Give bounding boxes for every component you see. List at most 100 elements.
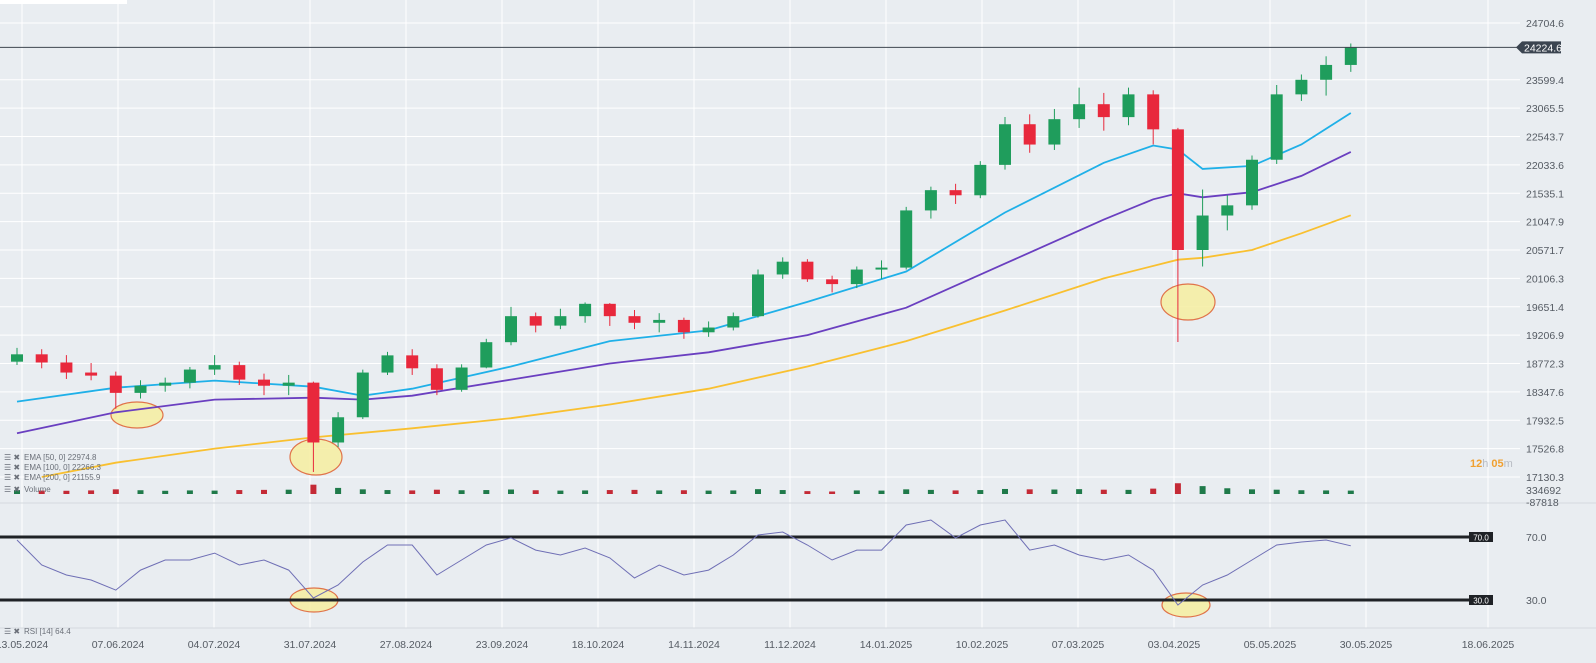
volume-bar [1026, 489, 1033, 494]
candle-up [924, 190, 937, 211]
price-axis-label: 23065.5 [1526, 103, 1564, 115]
date-axis-label: 18.06.2025 [1462, 639, 1515, 651]
volume-bar [1347, 490, 1354, 494]
volume-bar [853, 490, 860, 494]
volume-bar [1100, 489, 1107, 494]
candle-up [974, 164, 987, 196]
volume-bar [755, 489, 761, 494]
volume-bar [878, 490, 885, 494]
countdown-h: h [1482, 458, 1488, 470]
candle-up [900, 210, 913, 268]
legend-icons: ☰ ✖ [4, 453, 20, 462]
date-axis-label: 04.07.2024 [188, 639, 241, 651]
volume-bar [186, 490, 193, 494]
volume-bar [1125, 489, 1132, 494]
volume-bar [433, 489, 440, 494]
candle-down [85, 372, 98, 376]
legend-volume: Volume [24, 485, 51, 494]
candle-up [356, 372, 369, 418]
candle-up [1073, 104, 1086, 120]
volume-bar [14, 490, 20, 494]
highlight-ellipse [289, 438, 343, 476]
highlight-ellipse [110, 401, 164, 429]
candle-up [999, 124, 1011, 165]
volume-bars [14, 483, 1354, 494]
price-axis-label: 24704.6 [1526, 18, 1564, 30]
candle-up [1320, 64, 1333, 80]
volume-bar [952, 490, 959, 494]
candle-down [258, 379, 270, 386]
candle-down [603, 303, 616, 317]
candle-down [1171, 129, 1184, 250]
candle-down [529, 316, 542, 326]
date-axis-label: 23.09.2024 [476, 639, 529, 651]
volume-bar [261, 489, 267, 494]
grid [0, 0, 1596, 629]
countdown-timer: 12h 05m [1470, 458, 1513, 470]
volume-bar [137, 490, 144, 494]
date-axis-label: 18.10.2024 [572, 639, 625, 651]
candle-up [208, 365, 221, 370]
volume-bar [1273, 489, 1280, 494]
price-axis-label: 19651.4 [1526, 302, 1564, 314]
countdown-hours: 12 [1470, 458, 1482, 470]
legend-icons: ☰ ✖ [4, 473, 20, 482]
candle-up [1344, 47, 1357, 65]
volume-bar [335, 487, 342, 494]
volume-bar [1076, 489, 1083, 494]
date-axis-label: 13.05.2024 [0, 639, 48, 651]
candle-down [949, 190, 962, 196]
price-axis-label: 22543.7 [1526, 132, 1564, 144]
volume-bar [211, 490, 218, 494]
price-axis-label: 20571.7 [1526, 245, 1564, 257]
price-axis-label: 19206.9 [1526, 330, 1564, 342]
date-axis-label: 27.08.2024 [380, 639, 433, 651]
candle-down [826, 279, 839, 285]
candle-down [60, 362, 73, 373]
volume-bar [483, 490, 490, 494]
volume-bar [631, 489, 638, 494]
candle-up [1048, 119, 1061, 145]
rsi-axis-label: 70.0 [1526, 532, 1547, 544]
date-axis-label: 30.05.2025 [1340, 639, 1393, 651]
ema-line-2 [41, 214, 1352, 478]
legend-icons: ☰ ✖ [4, 463, 20, 472]
volume-bar [977, 490, 984, 494]
candle-down [430, 368, 443, 390]
price-axis-label: 18347.6 [1526, 387, 1564, 399]
date-axis-label: 07.03.2025 [1052, 639, 1105, 651]
volume-bar [804, 491, 811, 494]
candle-up [332, 417, 345, 443]
candle-up [579, 303, 592, 317]
candle-up [727, 316, 740, 328]
axes: 24704.6 23599.4 23065.5 22543.7 22033.6 21535… [0, 18, 1564, 651]
volume-bar [1199, 486, 1206, 494]
candle-down [1097, 104, 1110, 118]
volume-bar [532, 490, 539, 494]
candle-down [406, 355, 419, 369]
rsi-line [16, 519, 1351, 606]
price-axis-label: 17130.3 [1526, 472, 1564, 484]
volume-bar [236, 490, 243, 494]
legend-ema-2: EMA [200, 0] 21155.9 [24, 473, 101, 482]
volume-bar [779, 490, 786, 494]
volume-bar [557, 490, 564, 494]
candle-down [109, 375, 122, 393]
candle-up [702, 327, 715, 333]
volume-bar [1249, 489, 1255, 494]
date-axis-label: 31.07.2024 [284, 639, 337, 651]
price-axis-label: 17526.8 [1526, 444, 1564, 456]
volume-bar [903, 489, 910, 494]
date-axis-label: 14.11.2024 [668, 639, 720, 651]
candle-down [307, 382, 320, 443]
volume-bar [1298, 490, 1305, 494]
price-axis-label: 21535.1 [1526, 188, 1564, 200]
rsi-level-badge-label: 30.0 [1473, 597, 1489, 606]
volume-bar [1150, 488, 1157, 494]
candle-down [1147, 94, 1160, 130]
candle-up [381, 355, 394, 373]
date-axis-label: 03.04.2025 [1148, 639, 1201, 651]
candle-up [1196, 215, 1209, 250]
